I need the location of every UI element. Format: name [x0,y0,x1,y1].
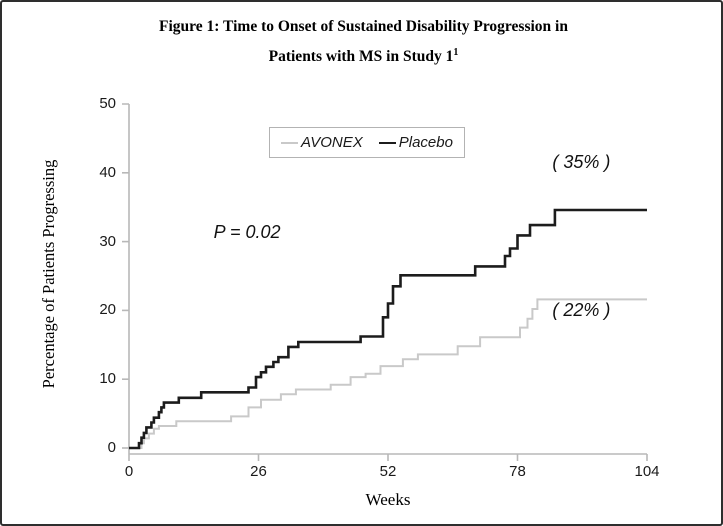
x-tick-label: 104 [634,463,660,480]
placebo-line-swatch [378,141,396,144]
chart-title-line2: Patients with MS in Study 1 [268,48,454,66]
legend-item-avonex: AVONEX [281,134,363,151]
x-tick-label: 0 [124,463,134,480]
y-tick-label: 10 [99,370,116,388]
legend-label-placebo: Placebo [398,134,453,151]
chart-title: Figure 1: Time to Onset of Sustained Dis… [2,14,721,70]
p-value-annotation: P = 0.02 [213,222,281,243]
x-tick-label: 26 [250,463,267,480]
x-axis-title: Weeks [365,490,411,509]
avonex-final-percent-annotation: ( 22% ) [552,300,611,321]
y-tick-label: 30 [99,232,116,250]
chart-title-superscript: 1 [453,47,459,58]
y-tick-label: 20 [99,301,116,319]
y-axis-title: Percentage of Patients Progressing [39,159,58,389]
y-tick-label: 40 [99,163,116,181]
avonex-line-swatch [281,141,299,144]
legend-item-placebo: Placebo [378,134,453,151]
legend-label-avonex: AVONEX [301,134,363,151]
legend-box: AVONEX Placebo [269,127,465,158]
placebo-final-percent-annotation: ( 35% ) [552,152,611,173]
y-tick-label: 50 [99,95,116,112]
y-tick-label: 0 [107,439,116,456]
x-tick-label: 52 [379,463,397,480]
x-tick-label: 78 [509,463,526,480]
placebo-curve [129,208,647,450]
avonex-curve [129,298,647,449]
chart-title-line1: Figure 1: Time to Onset of Sustained Dis… [159,18,568,35]
